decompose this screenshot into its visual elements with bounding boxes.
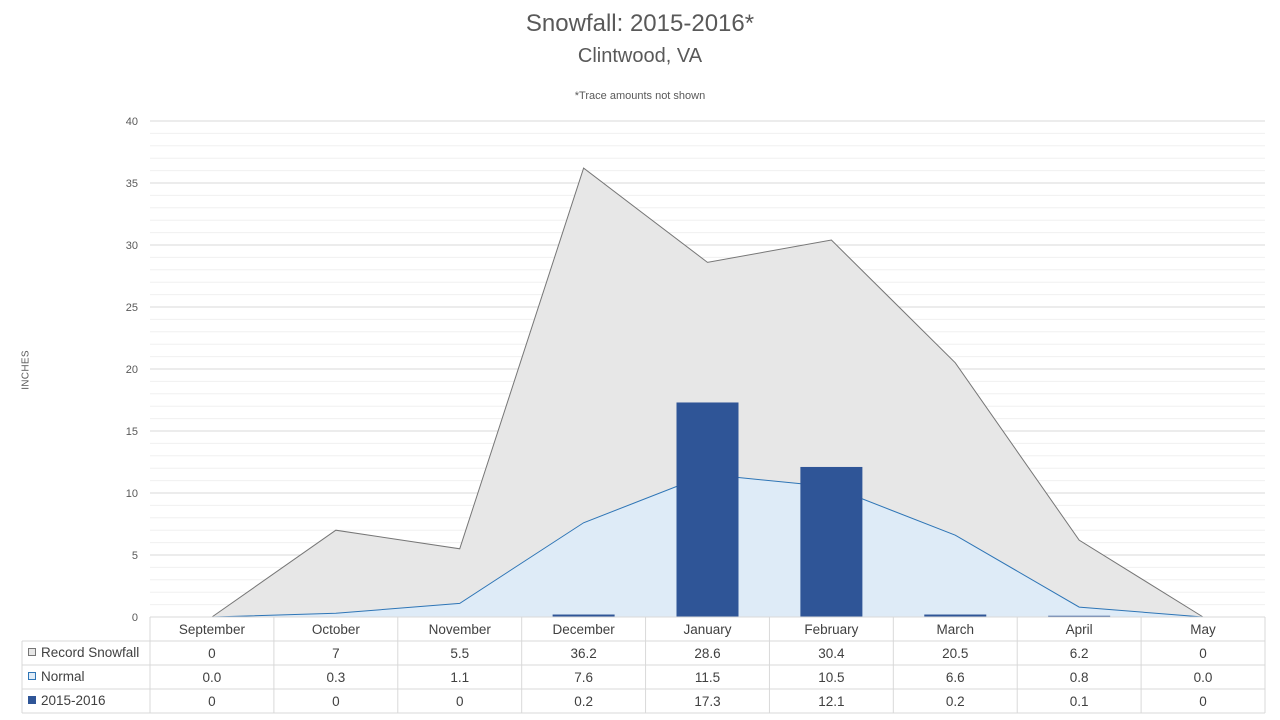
record-snowfall-area — [211, 168, 1204, 617]
y-tick-label: 35 — [126, 178, 138, 190]
y-tick-label: 30 — [126, 240, 138, 252]
season-2015-2016-bar — [800, 466, 863, 617]
legend-normal: Normal — [22, 664, 150, 688]
season-2015-2016-bar — [552, 614, 615, 617]
y-tick-label: 20 — [126, 364, 138, 376]
table-cell: 0 — [1199, 694, 1207, 709]
y-tick-label: 10 — [126, 488, 138, 500]
record-snowfall-line — [211, 167, 1204, 618]
table-cell: 0.1 — [1070, 694, 1089, 709]
y-tick-label: 5 — [132, 550, 138, 562]
x-tick-label: September — [179, 622, 246, 637]
table-cell: 0 — [1199, 646, 1207, 661]
x-tick-label: March — [937, 622, 975, 637]
y-tick-label: 0 — [132, 612, 138, 624]
table-cell: 0 — [332, 694, 340, 709]
legend-2015-2016-label: 2015-2016 — [41, 692, 106, 708]
table-cell: 28.6 — [694, 646, 720, 661]
chart-title: Snowfall: 2015-2016* — [525, 10, 755, 37]
table-cell: 20.5 — [942, 646, 968, 661]
x-tick-label: April — [1066, 622, 1093, 637]
legend-2015-2016: 2015-2016 — [22, 688, 150, 712]
table-cell: 0 — [456, 694, 464, 709]
table-cell: 30.4 — [818, 646, 845, 661]
season-2015-2016-swatch — [28, 696, 36, 704]
normal-swatch — [28, 672, 36, 680]
x-tick-label: February — [804, 622, 858, 637]
table-cell: 0.2 — [574, 694, 593, 709]
table-cell: 12.1 — [818, 694, 844, 709]
x-tick-label: October — [312, 622, 361, 637]
table-cell: 0.0 — [203, 670, 222, 685]
table-cell: 0 — [208, 694, 216, 709]
season-2015-2016-bar — [1048, 615, 1111, 617]
table-cell: 6.6 — [946, 670, 965, 685]
record-snowfall-swatch — [28, 648, 36, 656]
table-cell: 17.3 — [694, 694, 720, 709]
table-cell: 10.5 — [818, 670, 844, 685]
legend-record-snowfall-label: Record Snowfall — [41, 644, 140, 660]
season-2015-2016-bar — [924, 614, 987, 617]
chart-subtitle: Clintwood, VA — [577, 45, 703, 67]
table-cell: 6.2 — [1070, 646, 1089, 661]
season-2015-2016-bar — [676, 402, 739, 617]
y-tick-label: 15 — [126, 426, 138, 438]
table-cell: 0.8 — [1070, 670, 1089, 685]
table-cell: 7 — [332, 646, 340, 661]
table-cell: 5.5 — [450, 646, 469, 661]
table-cell: 0.2 — [946, 694, 965, 709]
legend-normal-label: Normal — [41, 668, 85, 684]
table-cell: 36.2 — [570, 646, 596, 661]
table-cell: 0.0 — [1194, 670, 1213, 685]
y-tick-label: 40 — [126, 116, 138, 128]
table-cell: 0.3 — [326, 670, 345, 685]
x-tick-label: December — [552, 622, 615, 637]
table-cell: 1.1 — [450, 670, 469, 685]
x-tick-label: November — [429, 622, 492, 637]
table-cell: 0 — [208, 646, 216, 661]
legend-record-snowfall: Record Snowfall — [22, 640, 150, 664]
x-tick-label: May — [1190, 622, 1216, 637]
table-cell: 11.5 — [695, 670, 720, 685]
chart-note: *Trace amounts not shown — [574, 90, 706, 102]
y-tick-label: 25 — [126, 302, 138, 314]
x-tick-label: January — [683, 622, 731, 637]
table-cell: 7.6 — [574, 670, 593, 685]
